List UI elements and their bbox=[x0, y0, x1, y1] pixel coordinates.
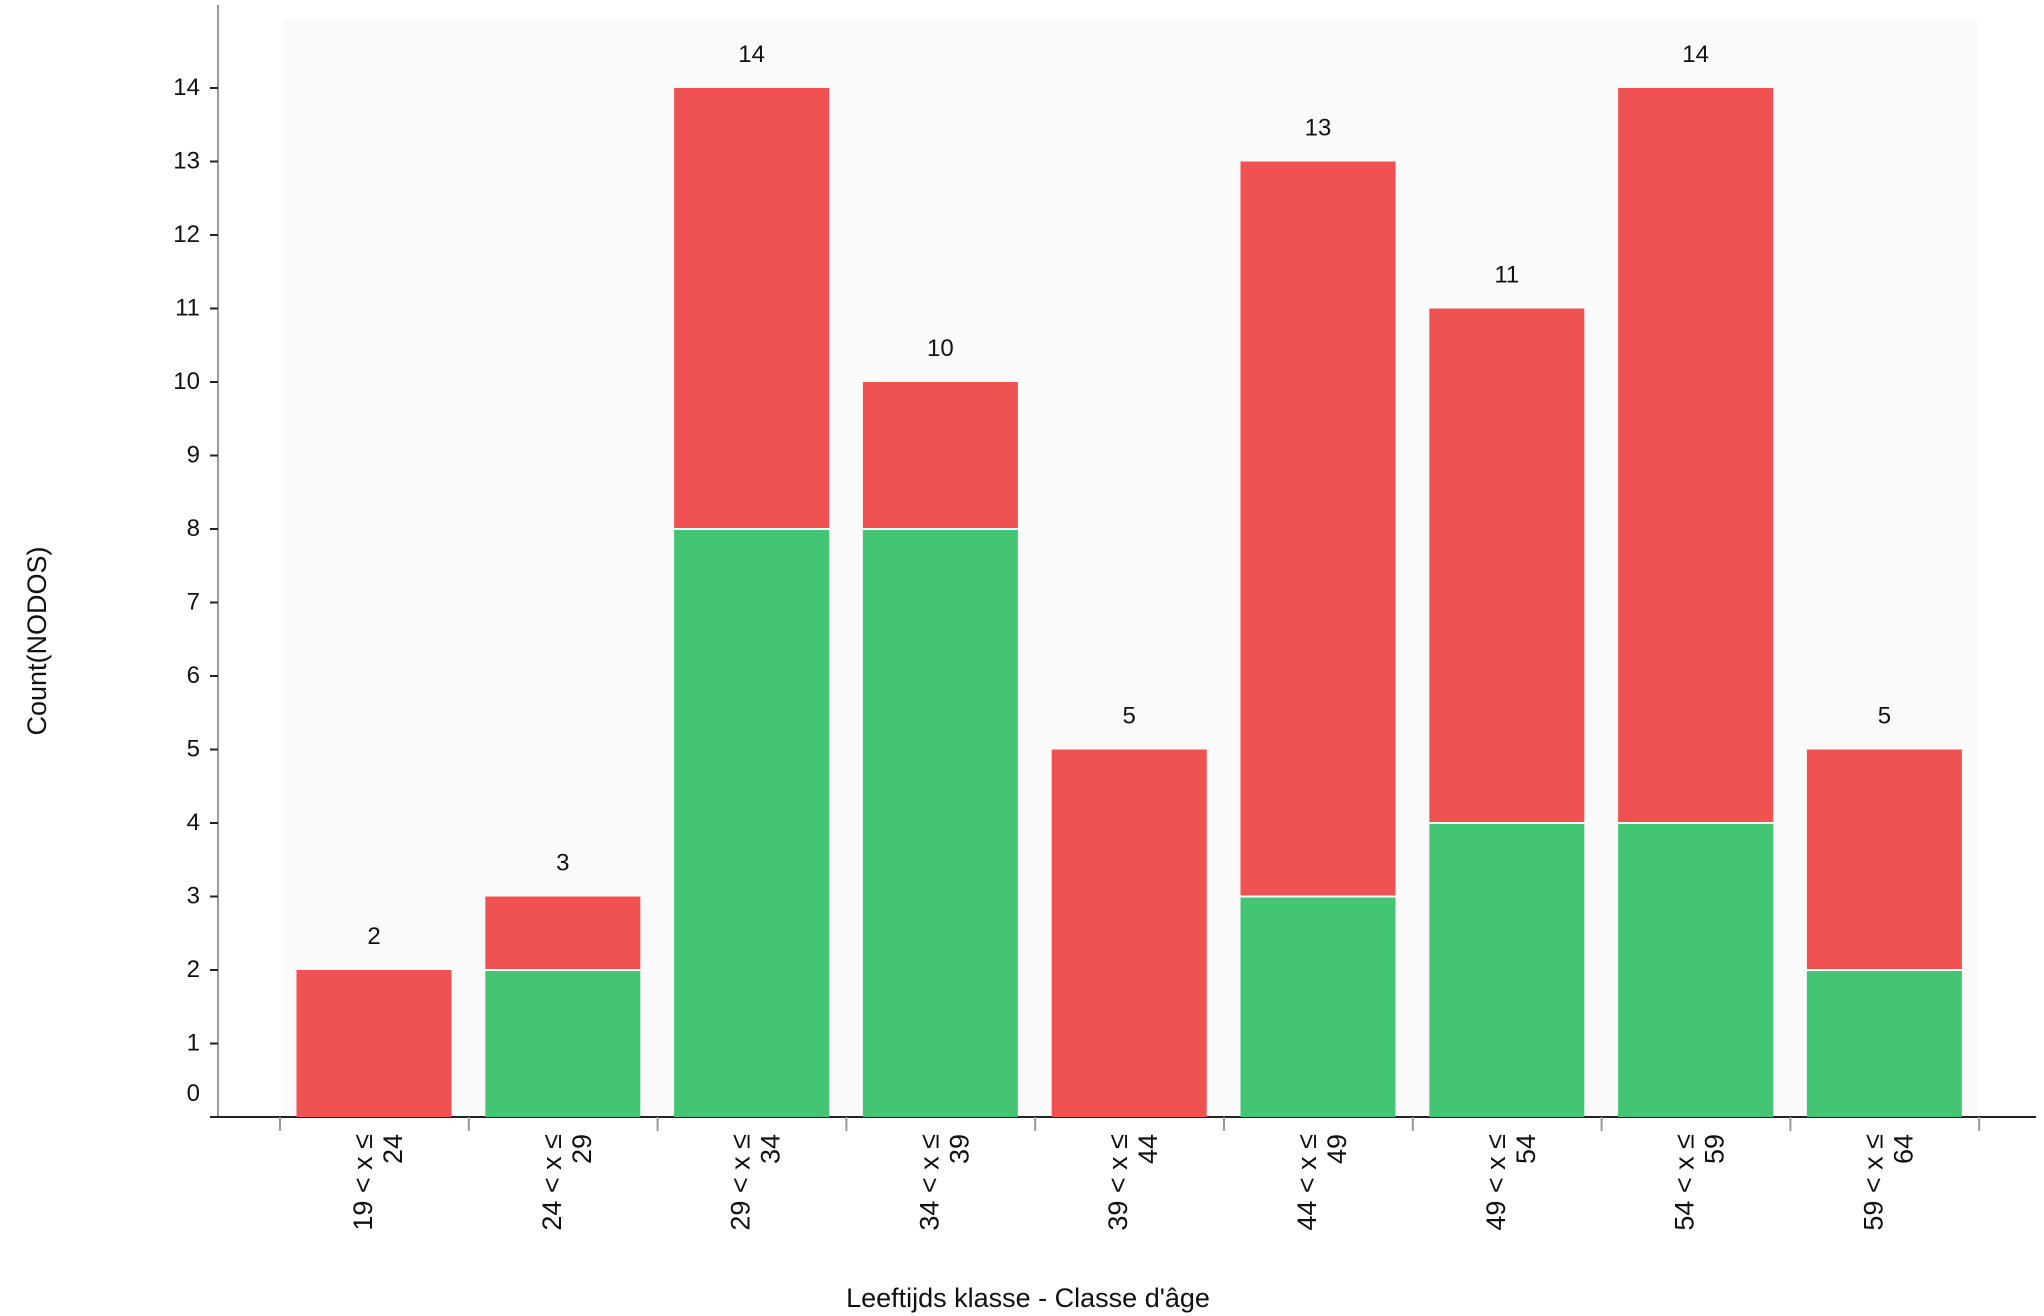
y-tick-label: 13 bbox=[173, 148, 200, 175]
bar-segment-1 bbox=[1429, 823, 1585, 1117]
bar-segment-2 bbox=[1806, 749, 1962, 970]
x-category-label: 59 < x ≤64 bbox=[1858, 1134, 1918, 1231]
x-category-label-line: 59 < x ≤ bbox=[1858, 1134, 1888, 1231]
y-tick-label: 10 bbox=[173, 368, 200, 395]
y-tick-label: 5 bbox=[187, 736, 200, 763]
bar-segment-2 bbox=[674, 88, 830, 529]
bar-segment-2 bbox=[1051, 749, 1207, 1117]
x-category-label-line: 49 bbox=[1322, 1134, 1352, 1164]
bar-total-label: 2 bbox=[367, 923, 380, 950]
x-category-label-line: 29 bbox=[567, 1134, 597, 1164]
x-category-label-line: 34 bbox=[756, 1134, 786, 1164]
y-tick-label: 1 bbox=[187, 1030, 200, 1057]
x-category-label: 24 < x ≤29 bbox=[537, 1134, 597, 1231]
x-category-label-line: 44 < x ≤ bbox=[1292, 1134, 1322, 1231]
x-category-label: 34 < x ≤39 bbox=[914, 1134, 974, 1231]
y-tick-label: 7 bbox=[187, 589, 200, 616]
x-category-label-line: 24 bbox=[378, 1134, 408, 1164]
y-tick-label: 0 bbox=[187, 1080, 200, 1107]
x-category-label: 29 < x ≤34 bbox=[726, 1134, 786, 1231]
bar-segment-2 bbox=[296, 970, 452, 1117]
bar-segment-2 bbox=[862, 382, 1018, 529]
bar-total-label: 3 bbox=[556, 850, 569, 877]
bar-segment-2 bbox=[1618, 88, 1774, 823]
bar-total-label: 14 bbox=[738, 41, 765, 68]
bar-segment-1 bbox=[1240, 896, 1396, 1117]
bar-segment-1 bbox=[485, 970, 641, 1117]
bar-total-label: 11 bbox=[1494, 262, 1519, 289]
bar-total-label: 5 bbox=[1123, 703, 1136, 730]
x-category-label-line: 19 < x ≤ bbox=[348, 1134, 378, 1231]
bar-segment-2 bbox=[1240, 161, 1396, 897]
y-tick-label: 2 bbox=[187, 956, 200, 983]
bars-group: 2 3 14 10 5 13 11 14 5 bbox=[296, 41, 1962, 1117]
x-axis-title: Leeftijds klasse - Classe d'âge bbox=[846, 1283, 1210, 1313]
x-category-label: 44 < x ≤49 bbox=[1292, 1134, 1352, 1231]
y-tick-label: 12 bbox=[173, 221, 200, 248]
x-category-label-line: 54 bbox=[1511, 1134, 1541, 1164]
x-category-label: 19 < x ≤24 bbox=[348, 1134, 408, 1231]
y-tick-label: 6 bbox=[187, 662, 200, 689]
bar-segment-2 bbox=[1429, 308, 1585, 823]
x-category-label-line: 59 bbox=[1700, 1134, 1730, 1164]
bar-segment-1 bbox=[1806, 970, 1962, 1117]
x-category-label-line: 29 < x ≤ bbox=[726, 1134, 756, 1231]
x-category-label: 39 < x ≤44 bbox=[1103, 1134, 1163, 1231]
x-category-label-line: 34 < x ≤ bbox=[914, 1134, 944, 1231]
x-category-label-line: 39 bbox=[944, 1134, 974, 1164]
y-tick-label: 14 bbox=[173, 74, 200, 101]
bar-segment-1 bbox=[1618, 823, 1774, 1117]
y-tick-label: 11 bbox=[175, 295, 200, 322]
x-category-label-line: 64 bbox=[1888, 1134, 1918, 1164]
x-axis-ticks: 19 < x ≤24 24 < x ≤29 29 < x ≤34 34 < x ≤39… bbox=[279, 1117, 1981, 1231]
x-category-label-line: 44 bbox=[1133, 1134, 1163, 1164]
bar-total-label: 10 bbox=[927, 335, 954, 362]
y-tick-label: 4 bbox=[187, 809, 200, 836]
y-axis-title: Count(NODOS) bbox=[22, 546, 52, 735]
bar-total-label: 14 bbox=[1682, 41, 1709, 68]
bar-segment-1 bbox=[862, 529, 1018, 1117]
x-category-label: 54 < x ≤59 bbox=[1670, 1134, 1730, 1231]
bar-segment-2 bbox=[485, 896, 641, 970]
bar-segment-1 bbox=[674, 529, 830, 1117]
y-tick-label: 8 bbox=[187, 515, 200, 542]
x-category-label-line: 54 < x ≤ bbox=[1670, 1134, 1700, 1231]
y-tick-label: 3 bbox=[187, 883, 200, 910]
x-category-label-line: 39 < x ≤ bbox=[1103, 1134, 1133, 1231]
x-category-label-line: 24 < x ≤ bbox=[537, 1134, 567, 1231]
bar-total-label: 13 bbox=[1305, 115, 1332, 142]
y-tick-label: 9 bbox=[187, 442, 200, 469]
x-category-label: 49 < x ≤54 bbox=[1481, 1134, 1541, 1231]
bar-total-label: 5 bbox=[1878, 703, 1891, 730]
x-category-label-line: 49 < x ≤ bbox=[1481, 1134, 1511, 1231]
